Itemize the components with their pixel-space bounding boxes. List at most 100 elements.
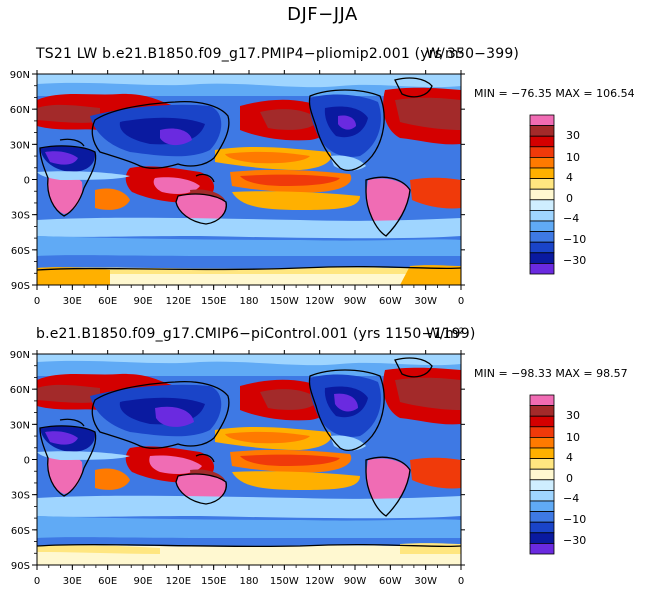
panel-1-x-tick-label: 90W <box>344 296 367 307</box>
panel-2-colorbar-swatch <box>529 405 555 417</box>
panel-2-x-tick-label: 60E <box>98 576 117 587</box>
panel-1-units: W/m² <box>426 46 465 62</box>
panel-2-colorbar-swatch <box>529 542 555 555</box>
panel-2-colorbar-swatch <box>529 511 555 523</box>
panel-2-y-tick-label: 90N <box>10 350 30 361</box>
panel-2-colorbar-swatch <box>529 479 555 491</box>
panel-2-x-tick-label: 90E <box>133 576 152 587</box>
panel-2-y-tick-label: 90S <box>11 561 30 572</box>
panel-1-cbar-label-neg10: −10 <box>563 233 587 246</box>
panel-1-x-tick-label: 150E <box>201 296 226 307</box>
panel-1-cbar-label-30: 30 <box>566 129 580 142</box>
panel-2-cbar-label-30: 30 <box>566 409 580 422</box>
panel-2-x-tick-label: 30E <box>63 576 82 587</box>
panel-2-x-tick-label: 30W <box>414 576 437 587</box>
panel-1-x-tick-label: 180 <box>239 296 258 307</box>
panel-1-x-tick-label: 30W <box>414 296 437 307</box>
panel-2-plot: 0 30E 60E 90E 120E 150E 180 150W 120W 90W 60W 30W 09… <box>10 350 465 587</box>
panel-2-y-tick-label: 30S <box>11 491 30 502</box>
panel-2-colorbar-swatch <box>529 437 555 449</box>
panel-1-x-tick-label: 90E <box>133 296 152 307</box>
panel-1-colorbar-swatch <box>529 114 555 127</box>
panel-1-colorbar-swatch <box>529 220 555 233</box>
panel-2-colorbar-swatch <box>529 447 555 460</box>
panel-2-x-tick-label: 90W <box>344 576 367 587</box>
panel-2-colorbar <box>529 394 555 555</box>
panel-2-colorbar-swatch <box>529 532 555 544</box>
panel-2-x-tick-label: 120W <box>305 576 334 587</box>
panel-1-colorbar-swatch <box>529 178 555 190</box>
panel-1-x-tick-label: 30E <box>63 296 82 307</box>
panel-1-x-tick-label: 60E <box>98 296 117 307</box>
panel-1-plot: 0 30E 60E 90E 120E 150E 180 150W 120W 90W 60W 30W 09… <box>10 70 465 307</box>
panel-2-colorbar-swatch <box>529 426 555 438</box>
panel-1-axes: 0 30E 60E 90E 120E 150E 180 150W 120W 90W 60W 30W 09… <box>10 70 465 307</box>
panel-2-cbar-label-neg10: −10 <box>563 513 587 526</box>
panel-1-colorbar-swatch <box>529 241 555 254</box>
panel-1-y-tick-label: 0 <box>24 176 30 187</box>
panel-1-field <box>37 74 461 285</box>
panel-2-title: b.e21.B1850.f09_g17.CMIP6−piControl.001 … <box>36 326 476 342</box>
panel-1-colorbar-swatch <box>529 167 555 180</box>
panel-1-x-tick-label: 0 <box>458 296 464 307</box>
panel-1-colorbar-swatch <box>529 210 555 222</box>
panel-2-colorbar-swatch <box>529 458 555 470</box>
panel-1-y-tick-label: 30N <box>10 140 30 151</box>
panel-1-title: TS21 LW b.e21.B1850.f09_g17.PMIP4−pliomi… <box>36 46 520 62</box>
panel-1-colorbar-swatch <box>529 125 555 137</box>
panel-2-cbar-label-0: 0 <box>566 472 573 485</box>
panel-2-y-tick-label: 60S <box>11 526 30 537</box>
panel-1-y-tick-label: 90S <box>11 281 30 292</box>
panel-1-y-tick-label: 60S <box>11 246 30 257</box>
panel-2-y-tick-label: 60N <box>10 385 30 396</box>
panel-2-field <box>37 354 461 565</box>
panel-1-cbar-label-4: 4 <box>566 171 573 184</box>
panel-1-colorbar-swatch <box>529 231 555 243</box>
panel-2-cbar-label-neg30: −30 <box>563 534 587 547</box>
panel-1-y-tick-label: 90N <box>10 70 30 81</box>
panel-2-y-tick-label: 0 <box>24 456 30 467</box>
panel-1-x-tick-label: 0 <box>34 296 40 307</box>
panel-1-cbar-label-0: 0 <box>566 192 573 205</box>
panel-2-colorbar-swatch <box>529 490 555 502</box>
panel-1-colorbar-swatch <box>529 157 555 169</box>
panel-1-x-tick-label: 150W <box>270 296 299 307</box>
panel-2-cbar-label-10: 10 <box>566 431 580 444</box>
panel-2-colorbar-swatch <box>529 394 555 407</box>
panel-1-cbar-label-neg30: −30 <box>563 254 587 267</box>
panel-2-colorbar-swatch <box>529 500 555 513</box>
panel-1-cbar-label-10: 10 <box>566 151 580 164</box>
panel-1-x-tick-label: 120W <box>305 296 334 307</box>
panel-2-x-tick-label: 150E <box>201 576 226 587</box>
panel-1-colorbar-swatch <box>529 252 555 264</box>
panel-2-x-tick-label: 120E <box>166 576 191 587</box>
panel-2-stats: MIN = −98.33 MAX = 98.57 <box>474 367 628 380</box>
panel-1-colorbar-swatch <box>529 262 555 275</box>
panel-2-x-tick-label: 180 <box>239 576 258 587</box>
panel-2-x-tick-label: 150W <box>270 576 299 587</box>
panel-2-y-tick-label: 30N <box>10 420 30 431</box>
panel-2-colorbar-swatch <box>529 415 555 428</box>
panel-1-colorbar <box>529 114 555 275</box>
panel-1-y-tick-label: 30S <box>11 211 30 222</box>
panel-1-colorbar-swatch <box>529 188 555 201</box>
panel-1-cbar-label-neg4: −4 <box>563 212 580 225</box>
panel-2-x-tick-label: 0 <box>34 576 40 587</box>
panel-2-x-tick-label: 60W <box>379 576 402 587</box>
panel-1-colorbar-swatch <box>529 135 555 148</box>
panel-1-coastlines <box>37 77 461 271</box>
figure-title: DJF−JJA <box>287 4 358 25</box>
panel-2-units: W/m² <box>426 326 465 342</box>
panel-2-x-tick-label: 0 <box>458 576 464 587</box>
panel-1-colorbar-swatch <box>529 199 555 211</box>
panel-1-stats: MIN = −76.35 MAX = 106.54 <box>474 87 635 100</box>
panel-2-colorbar-swatch <box>529 521 555 534</box>
panel-1-y-tick-label: 60N <box>10 105 30 116</box>
panel-1-x-tick-label: 60W <box>379 296 402 307</box>
panel-2-coastlines <box>37 357 461 548</box>
panel-2-cbar-label-4: 4 <box>566 451 573 464</box>
panel-2-cbar-label-neg4: −4 <box>563 492 580 505</box>
panel-2-colorbar-swatch <box>529 468 555 481</box>
panel-1-x-tick-label: 120E <box>166 296 191 307</box>
panel-1-colorbar-swatch <box>529 146 555 158</box>
